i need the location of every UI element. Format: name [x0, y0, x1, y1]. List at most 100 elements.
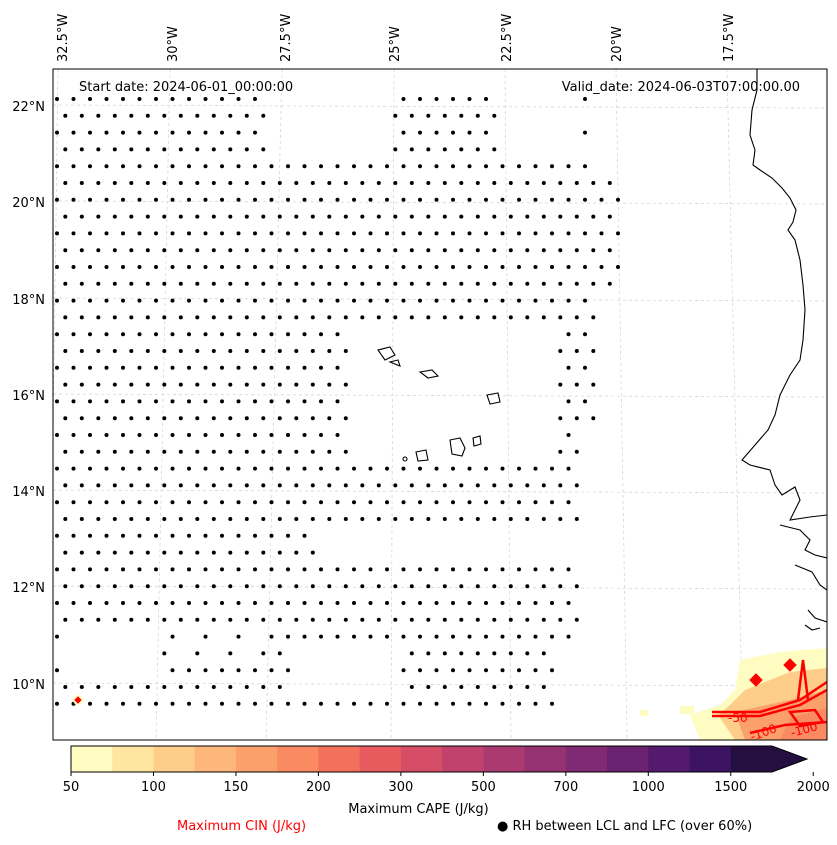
rh-dot — [63, 584, 68, 589]
rh-dot — [244, 147, 249, 152]
rh-dot — [170, 466, 175, 471]
rh-dot — [178, 147, 183, 152]
rh-dot — [170, 433, 175, 437]
cape-verde-islands — [377, 346, 501, 462]
rh-dot — [286, 265, 290, 269]
rh-dot — [195, 483, 200, 488]
rh-dot — [88, 365, 92, 370]
rh-dot — [55, 197, 59, 202]
rh-dot — [294, 181, 299, 185]
rh-dot — [277, 349, 282, 353]
lon-label: 22.5°W — [500, 14, 515, 62]
rh-dot — [591, 181, 596, 185]
rh-dot — [541, 181, 546, 185]
rh-dot — [368, 701, 373, 706]
rh-dot — [195, 214, 200, 219]
rh-dot — [71, 466, 76, 471]
longitude-labels: 32.5°W 30°W 27.5°W 25°W 22.5°W 20°W 17.5… — [56, 14, 737, 62]
rh-dot — [574, 416, 579, 421]
rh-dot — [484, 130, 488, 135]
rh-dot — [368, 634, 373, 639]
rh-dot — [162, 315, 167, 320]
rh-dot — [508, 181, 513, 185]
rh-dot — [220, 365, 224, 370]
rh-dot — [385, 298, 389, 303]
rh-dot — [269, 164, 274, 169]
rh-dot — [566, 365, 571, 370]
rh-dot — [541, 517, 546, 521]
rh-dot — [220, 265, 224, 269]
rh-dot — [327, 617, 332, 622]
cin-legend-text: Maximum CIN (J/kg) — [177, 819, 307, 834]
rh-dot — [533, 265, 538, 269]
rh-dot — [558, 382, 563, 387]
rh-dot — [220, 500, 224, 505]
rh-dot — [277, 181, 282, 185]
rh-dot — [426, 248, 431, 253]
rh-dot — [137, 164, 142, 169]
rh-dot — [302, 365, 307, 370]
rh-dot — [211, 685, 216, 689]
rh-dot — [286, 668, 290, 673]
rh-dot — [475, 248, 480, 253]
rh-dot — [566, 466, 571, 471]
rh-dot — [261, 449, 266, 454]
rh-dot — [508, 214, 513, 219]
rh-dot — [475, 483, 480, 488]
rh-dot — [517, 231, 521, 236]
rh-dot — [574, 382, 579, 387]
rh-dot — [541, 617, 546, 622]
rh-dot — [104, 332, 109, 337]
rh-dot — [286, 231, 290, 236]
rh-dot — [88, 601, 92, 605]
rh-dot — [459, 248, 464, 253]
rh-dot — [162, 449, 167, 454]
rh-dot — [467, 197, 472, 202]
rh-dot — [96, 315, 101, 320]
rh-dot — [178, 517, 183, 521]
rh-dot — [228, 449, 233, 454]
rh-dot — [112, 315, 117, 320]
rh-dot — [170, 197, 175, 202]
rh-dot — [253, 567, 257, 572]
rh-dot — [203, 466, 208, 471]
rh-dot — [591, 349, 596, 353]
rh-dot — [401, 500, 406, 505]
rh-dot — [574, 449, 579, 454]
rh-dot — [467, 668, 472, 673]
rh-dot — [170, 164, 175, 169]
rh-dot — [352, 500, 356, 505]
rh-dot — [55, 500, 59, 505]
rh-dot — [220, 466, 224, 471]
rh-dot — [253, 231, 257, 236]
rh-dot — [286, 466, 290, 471]
rh-dot — [236, 231, 241, 236]
rh-dot — [154, 97, 158, 101]
rh-dot — [253, 533, 257, 538]
rh-dot — [145, 181, 150, 185]
rh-dot — [418, 130, 422, 135]
rh-dot — [492, 483, 497, 488]
rh-dot — [335, 231, 340, 236]
rh-dot — [517, 298, 521, 303]
rh-dot — [104, 231, 109, 236]
rh-dot — [566, 231, 571, 236]
rh-dot — [79, 147, 84, 152]
rh-dot — [591, 382, 596, 387]
rh-dot — [343, 449, 348, 454]
rh-dot — [203, 634, 208, 639]
rh-dot — [574, 349, 579, 353]
rh-dot — [211, 617, 216, 622]
rh-dot — [236, 567, 241, 572]
rh-dot — [517, 197, 521, 202]
rh-dot — [71, 332, 76, 337]
rh-dot — [63, 517, 68, 521]
rh-dot — [277, 584, 282, 589]
rh-dot — [55, 97, 59, 101]
rh-dot — [434, 197, 439, 202]
rh-dot — [79, 248, 84, 253]
rh-dot — [154, 231, 158, 236]
rh-dot — [261, 584, 266, 589]
rh-dot — [467, 265, 472, 269]
